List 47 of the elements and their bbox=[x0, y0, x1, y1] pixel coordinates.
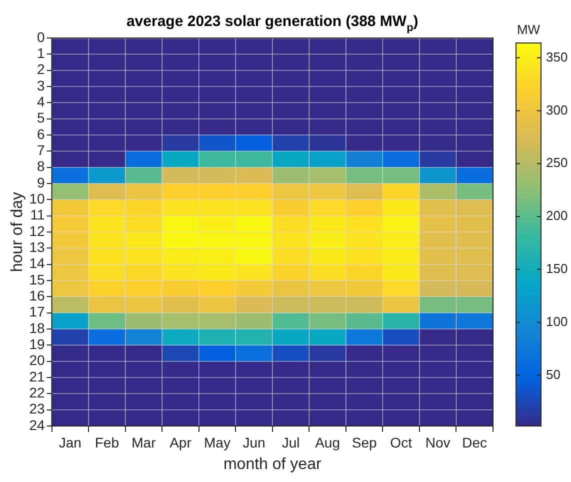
y-tick-label: 7 bbox=[36, 142, 45, 158]
x-tick-label: Jan bbox=[58, 434, 82, 450]
x-tick-label: Nov bbox=[425, 434, 450, 450]
y-tick-label: 19 bbox=[29, 336, 45, 352]
y-tick-label: 10 bbox=[29, 190, 45, 207]
color-bar-label: 150 bbox=[546, 260, 568, 276]
y-tick-label: 5 bbox=[36, 110, 45, 126]
color-bar-label: 250 bbox=[546, 155, 568, 170]
x-tick-label: Aug bbox=[315, 434, 340, 450]
y-tick-label: 24 bbox=[29, 416, 45, 433]
y-tick-label: 21 bbox=[29, 368, 45, 384]
y-tick-label: 22 bbox=[29, 384, 45, 401]
y-tick-label: 15 bbox=[29, 271, 45, 288]
y-tick-label: 9 bbox=[36, 174, 45, 190]
y-tick-label: 0 bbox=[36, 28, 45, 45]
color-bar-title: MW bbox=[516, 22, 541, 37]
y-tick-label: 11 bbox=[30, 206, 45, 223]
x-axis-title: month of year bbox=[223, 456, 322, 473]
x-tick-label: Feb bbox=[94, 434, 120, 450]
y-tick-label: 14 bbox=[29, 255, 45, 272]
y-tick-label: 17 bbox=[29, 304, 45, 320]
y-tick-label: 3 bbox=[36, 77, 45, 94]
y-tick-label: 18 bbox=[29, 320, 45, 336]
color-bar-label: 100 bbox=[546, 314, 568, 329]
y-tick-label: 4 bbox=[36, 94, 45, 110]
y-tick-label: 2 bbox=[36, 61, 45, 78]
y-tick-label: 20 bbox=[29, 352, 45, 368]
x-tick-label: Sep bbox=[352, 434, 377, 450]
y-tick-label: 12 bbox=[29, 222, 45, 239]
color-bar-label: 50 bbox=[546, 366, 560, 382]
y-tick-label: 13 bbox=[29, 239, 45, 256]
y-tick-label: 23 bbox=[29, 400, 45, 417]
y-tick-label: 1 bbox=[36, 45, 45, 62]
y-tick-label: 6 bbox=[36, 126, 45, 142]
y-tick-label: 8 bbox=[36, 158, 45, 174]
color-bar-label: 300 bbox=[546, 102, 568, 118]
x-tick-label: Apr bbox=[170, 434, 192, 450]
x-tick-label: Jul bbox=[282, 434, 300, 450]
x-tick-label: Dec bbox=[462, 434, 488, 450]
x-tick-label: Oct bbox=[390, 434, 412, 450]
x-tick-label: May bbox=[204, 434, 230, 450]
color-bar-label: 200 bbox=[546, 208, 568, 224]
color-bar-label: 350 bbox=[546, 49, 568, 64]
y-tick-label: 16 bbox=[29, 288, 45, 304]
x-tick-label: Mar bbox=[132, 434, 156, 450]
x-tick-label: Jun bbox=[242, 434, 266, 450]
y-axis-title: hour of day bbox=[9, 192, 26, 272]
